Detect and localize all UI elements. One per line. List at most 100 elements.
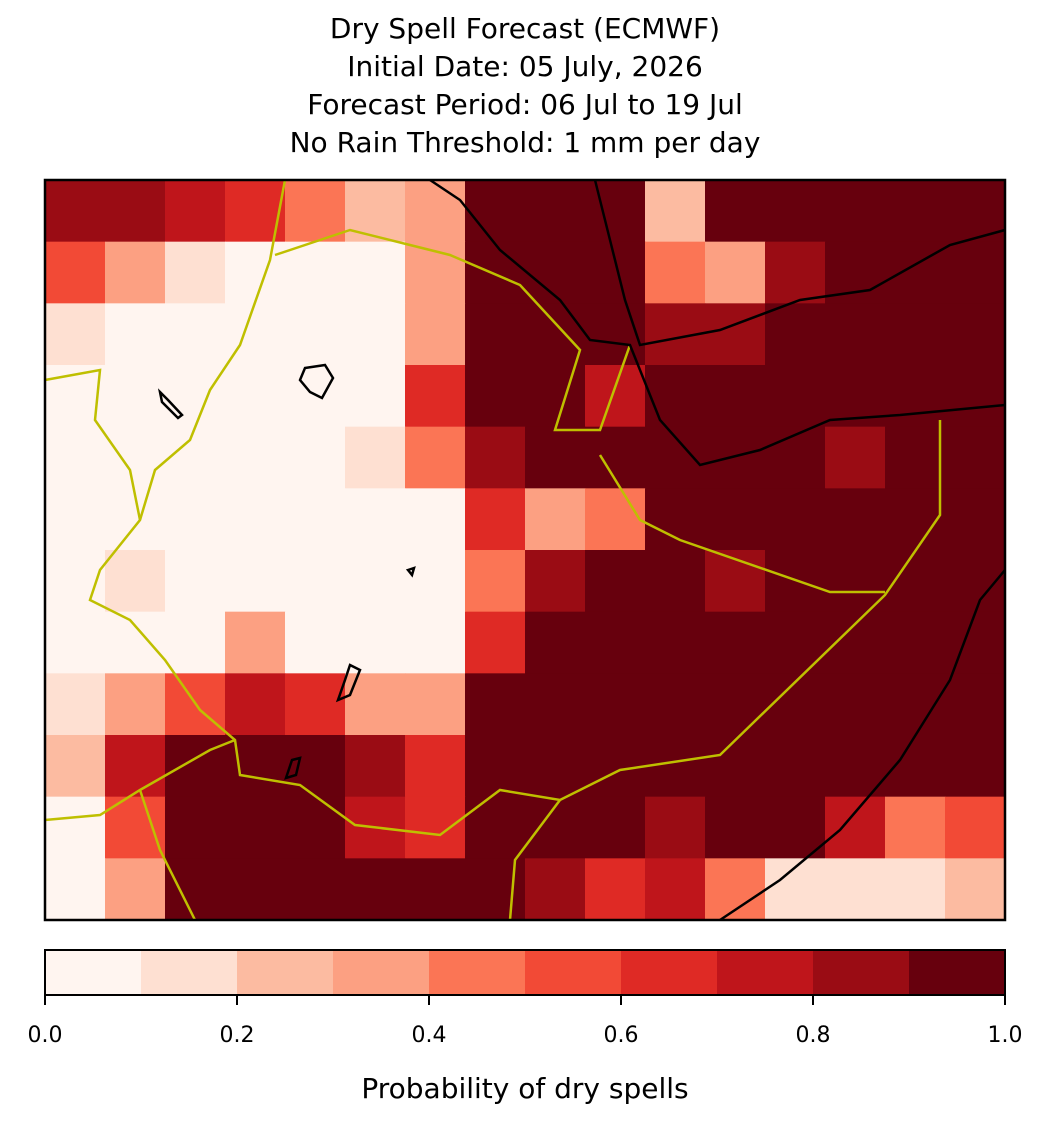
coastline	[719, 569, 1006, 922]
heatmap	[45, 180, 1006, 921]
border	[138, 789, 197, 921]
cell	[525, 488, 586, 551]
cell	[225, 180, 286, 243]
cell	[465, 550, 526, 613]
cell	[945, 735, 1006, 798]
cell	[825, 180, 886, 243]
cell	[45, 241, 106, 304]
cell	[585, 858, 646, 921]
cell	[285, 550, 346, 613]
cell	[345, 550, 406, 613]
cell	[225, 426, 286, 489]
cell	[465, 796, 526, 859]
cell	[165, 241, 226, 304]
tick-label: 0.2	[220, 1023, 255, 1048]
cell	[825, 858, 886, 921]
cell	[45, 858, 106, 921]
cell	[525, 180, 586, 243]
cell	[285, 365, 346, 428]
cell	[285, 303, 346, 366]
cell	[705, 611, 766, 674]
colorbar-block	[621, 950, 717, 995]
cell	[765, 735, 826, 798]
cell	[225, 673, 286, 736]
cell	[45, 673, 106, 736]
cell	[465, 611, 526, 674]
cell	[45, 735, 106, 798]
cell	[525, 426, 586, 489]
cell	[45, 611, 106, 674]
cell	[585, 796, 646, 859]
cell	[285, 180, 346, 243]
cell	[585, 180, 646, 243]
colorbar-block	[525, 950, 621, 995]
cell	[765, 365, 826, 428]
cell	[705, 673, 766, 736]
cell	[585, 673, 646, 736]
cell	[45, 796, 106, 859]
cell	[885, 180, 946, 243]
cell	[225, 858, 286, 921]
cell	[645, 735, 706, 798]
cell	[285, 796, 346, 859]
colorbar-block	[429, 950, 525, 995]
cell	[105, 426, 166, 489]
cell	[165, 858, 226, 921]
cell	[885, 488, 946, 551]
cell	[105, 735, 166, 798]
cell	[405, 303, 466, 366]
tick-label: 0.4	[412, 1023, 447, 1048]
cell	[705, 488, 766, 551]
cell	[225, 365, 286, 428]
cell	[465, 488, 526, 551]
cell	[525, 611, 586, 674]
cell	[645, 858, 706, 921]
cell	[405, 673, 466, 736]
cell	[765, 488, 826, 551]
cell	[225, 550, 286, 613]
cell	[165, 611, 226, 674]
cell	[525, 550, 586, 613]
cell	[105, 180, 166, 243]
cell	[585, 611, 646, 674]
cell	[105, 858, 166, 921]
colorbar-label: Probability of dry spells	[361, 1072, 688, 1105]
cell	[885, 858, 946, 921]
colorbar-block	[717, 950, 813, 995]
cell	[405, 426, 466, 489]
cell	[165, 735, 226, 798]
map-frame	[43, 178, 1007, 922]
cell	[45, 180, 106, 243]
cell	[585, 735, 646, 798]
cell	[285, 735, 346, 798]
cell	[885, 611, 946, 674]
cell	[225, 735, 286, 798]
cell	[705, 796, 766, 859]
cell	[945, 611, 1006, 674]
cell	[825, 796, 886, 859]
cell	[705, 426, 766, 489]
cell	[885, 673, 946, 736]
cell	[825, 303, 886, 366]
cell	[285, 488, 346, 551]
colorbar-block	[813, 950, 909, 995]
cell	[405, 858, 466, 921]
cell	[645, 550, 706, 613]
cell	[225, 303, 286, 366]
cell	[345, 488, 406, 551]
cell	[285, 611, 346, 674]
cell	[945, 426, 1006, 489]
cell	[825, 426, 886, 489]
cell	[465, 241, 526, 304]
cell	[585, 241, 646, 304]
cell	[105, 550, 166, 613]
cell	[645, 673, 706, 736]
tick-label: 0.8	[796, 1023, 831, 1048]
cell	[345, 180, 406, 243]
cell	[765, 796, 826, 859]
cell	[945, 488, 1006, 551]
cell	[525, 241, 586, 304]
cell	[825, 550, 886, 613]
cell	[465, 303, 526, 366]
cell	[405, 796, 466, 859]
